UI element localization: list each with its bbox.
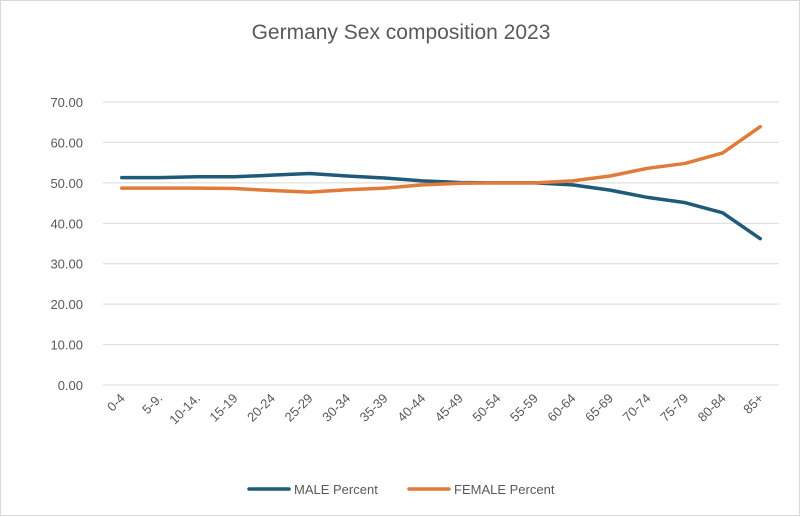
y-tick-label: 30.00 [50,257,83,272]
x-tick-label: 15-19 [206,391,240,425]
x-tick-label: 55-59 [507,391,541,425]
x-axis-ticks: 0-4 5-9. 10-14. 15-19 20-24 25-29 30-34 35-39 40… [104,391,766,428]
legend-label: FEMALE Percent [454,482,555,497]
x-tick-label: 75-79 [657,391,691,425]
series-line-female [120,124,762,194]
x-tick-label: 5-9. [139,391,165,417]
series-lines [120,124,762,241]
x-tick-label: 65-69 [582,391,616,425]
x-tick-label: 10-14. [166,391,203,428]
legend-label: MALE Percent [294,482,378,497]
x-tick-label: 30-34 [319,391,353,425]
x-tick-label: 20-24 [244,391,278,425]
chart-title: Germany Sex composition 2023 [252,21,551,44]
x-tick-label: 50-54 [469,391,503,425]
x-tick-label: 70-74 [620,391,654,425]
y-tick-label: 0.00 [58,378,83,393]
x-tick-label: 85+ [740,391,766,417]
y-axis-ticks: 0.00 10.00 20.00 30.00 40.00 50.00 60.00 70.00 [50,95,83,393]
y-tick-label: 70.00 [50,95,83,110]
x-tick-label: 25-29 [282,391,316,425]
y-tick-label: 50.00 [50,176,83,191]
x-tick-label: 80-84 [695,391,729,425]
x-tick-label: 45-49 [432,391,466,425]
x-tick-label: 0-4 [104,391,128,415]
y-tick-label: 20.00 [50,297,83,312]
x-tick-label: 40-44 [394,391,428,425]
y-tick-label: 40.00 [50,216,83,231]
gridlines [103,101,779,386]
x-tick-label: 60-64 [544,391,578,425]
y-tick-label: 60.00 [50,135,83,150]
series-line-male [120,171,762,241]
legend: MALE Percent FEMALE Percent [247,482,555,497]
x-tick-label: 35-39 [357,391,391,425]
y-tick-label: 10.00 [50,338,83,353]
